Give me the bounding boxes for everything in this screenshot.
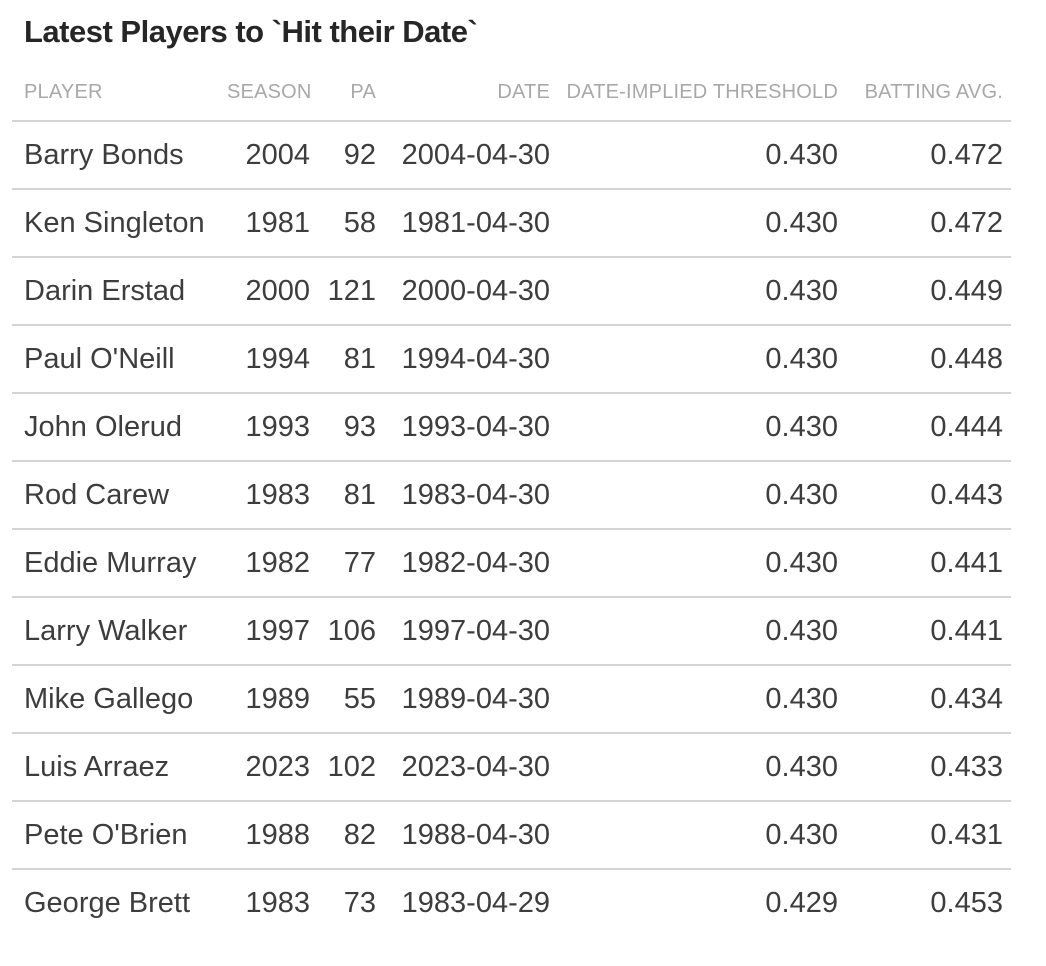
table-row: Pete O'Brien 1988 82 1988-04-30 0.430 0.… [12, 801, 1011, 869]
date-cell: 2004-04-30 [401, 138, 550, 171]
date-cell: 1983-04-29 [401, 887, 550, 919]
threshold-cell: 0.430 [765, 682, 838, 715]
pa-cell: 81 [343, 478, 376, 511]
threshold-cell: 0.429 [765, 887, 838, 919]
batting-avg-cell: 0.441 [930, 614, 1003, 647]
date-cell: 1993-04-30 [401, 410, 550, 443]
threshold-cell: 0.430 [765, 614, 838, 647]
player-cell: Paul O'Neill [24, 342, 175, 375]
pa-cell: 82 [343, 818, 376, 851]
date-cell: 2023-04-30 [401, 750, 550, 783]
season-cell: 1994 [245, 342, 310, 375]
batting-avg-cell: 0.443 [930, 478, 1003, 511]
players-table: PLAYER SEASON PA DATE DATE-IMPLIED THRES… [12, 54, 1011, 937]
player-cell: George Brett [24, 887, 191, 919]
season-cell: 1983 [245, 478, 310, 511]
threshold-cell: 0.430 [765, 818, 838, 851]
player-cell: Mike Gallego [24, 682, 194, 715]
date-cell: 1983-04-30 [401, 478, 550, 511]
pa-cell: 55 [343, 682, 376, 715]
batting-avg-cell: 0.433 [930, 750, 1003, 783]
threshold-cell: 0.430 [765, 342, 838, 375]
player-cell: John Olerud [24, 410, 182, 443]
batting-avg-cell: 0.431 [930, 818, 1003, 851]
batting-avg-cell: 0.441 [930, 546, 1003, 579]
table-row: Paul O'Neill 1994 81 1994-04-30 0.430 0.… [12, 325, 1011, 393]
col-header-season: SEASON [227, 54, 318, 122]
date-cell: 1989-04-30 [401, 682, 550, 715]
threshold-cell: 0.430 [765, 138, 838, 171]
pa-cell: 121 [327, 274, 376, 307]
season-cell: 2000 [245, 274, 310, 307]
pa-cell: 106 [327, 614, 376, 647]
date-cell: 1982-04-30 [401, 546, 550, 579]
season-cell: 1988 [245, 818, 310, 851]
threshold-cell: 0.430 [765, 274, 838, 307]
season-cell: 1997 [245, 614, 310, 647]
season-cell: 1989 [245, 682, 310, 715]
player-cell: Eddie Murray [24, 546, 197, 579]
pa-cell: 81 [343, 342, 376, 375]
table-row: Luis Arraez 2023 102 2023-04-30 0.430 0.… [12, 733, 1011, 801]
player-cell: Ken Singleton [24, 206, 205, 239]
threshold-cell: 0.430 [765, 546, 838, 579]
batting-avg-cell: 0.472 [930, 138, 1003, 171]
player-cell: Pete O'Brien [24, 818, 188, 851]
table-row: George Brett 1983 73 1983-04-29 0.429 0.… [12, 869, 1011, 937]
pa-cell: 73 [343, 887, 376, 919]
date-cell: 1988-04-30 [401, 818, 550, 851]
threshold-cell: 0.430 [765, 206, 838, 239]
date-cell: 1997-04-30 [401, 614, 550, 647]
pa-cell: 58 [343, 206, 376, 239]
date-cell: 1994-04-30 [401, 342, 550, 375]
player-cell: Luis Arraez [24, 750, 170, 783]
player-cell: Darin Erstad [24, 274, 186, 307]
table-row: John Olerud 1993 93 1993-04-30 0.430 0.4… [12, 393, 1011, 461]
pa-cell: 102 [327, 750, 376, 783]
table-row: Mike Gallego 1989 55 1989-04-30 0.430 0.… [12, 665, 1011, 733]
pa-cell: 77 [343, 546, 376, 579]
season-cell: 1981 [245, 206, 310, 239]
pa-cell: 92 [343, 138, 376, 171]
batting-avg-cell: 0.472 [930, 206, 1003, 239]
batting-avg-cell: 0.444 [930, 410, 1003, 443]
batting-avg-cell: 0.453 [930, 887, 1003, 919]
col-header-player: PLAYER [12, 54, 227, 122]
batting-avg-cell: 0.434 [930, 682, 1003, 715]
threshold-cell: 0.430 [765, 478, 838, 511]
col-header-date: DATE [384, 54, 558, 122]
table-row: Larry Walker 1997 106 1997-04-30 0.430 0… [12, 597, 1011, 665]
col-header-threshold: DATE-IMPLIED THRESHOLD [558, 54, 846, 122]
batting-avg-cell: 0.449 [930, 274, 1003, 307]
header-row: PLAYER SEASON PA DATE DATE-IMPLIED THRES… [12, 54, 1011, 122]
threshold-cell: 0.430 [765, 750, 838, 783]
player-cell: Rod Carew [24, 478, 170, 511]
season-cell: 1983 [245, 887, 310, 919]
table-row: Darin Erstad 2000 121 2000-04-30 0.430 0… [12, 257, 1011, 325]
season-cell: 2004 [245, 138, 310, 171]
date-cell: 2000-04-30 [401, 274, 550, 307]
player-cell: Barry Bonds [24, 138, 184, 171]
season-cell: 1982 [245, 546, 310, 579]
threshold-cell: 0.430 [765, 410, 838, 443]
table-row: Ken Singleton 1981 58 1981-04-30 0.430 0… [12, 189, 1011, 257]
col-header-pa: PA [318, 54, 384, 122]
page-title: Latest Players to `Hit their Date` [24, 14, 478, 49]
table-row: Barry Bonds 2004 92 2004-04-30 0.430 0.4… [12, 121, 1011, 189]
batting-avg-cell: 0.448 [930, 342, 1003, 375]
season-cell: 2023 [245, 750, 310, 783]
table-row: Rod Carew 1983 81 1983-04-30 0.430 0.443 [12, 461, 1011, 529]
table-row: Eddie Murray 1982 77 1982-04-30 0.430 0.… [12, 529, 1011, 597]
player-cell: Larry Walker [24, 614, 188, 647]
pa-cell: 93 [343, 410, 376, 443]
col-header-batting-avg: BATTING AVG. [846, 54, 1011, 122]
season-cell: 1993 [245, 410, 310, 443]
date-cell: 1981-04-30 [401, 206, 550, 239]
